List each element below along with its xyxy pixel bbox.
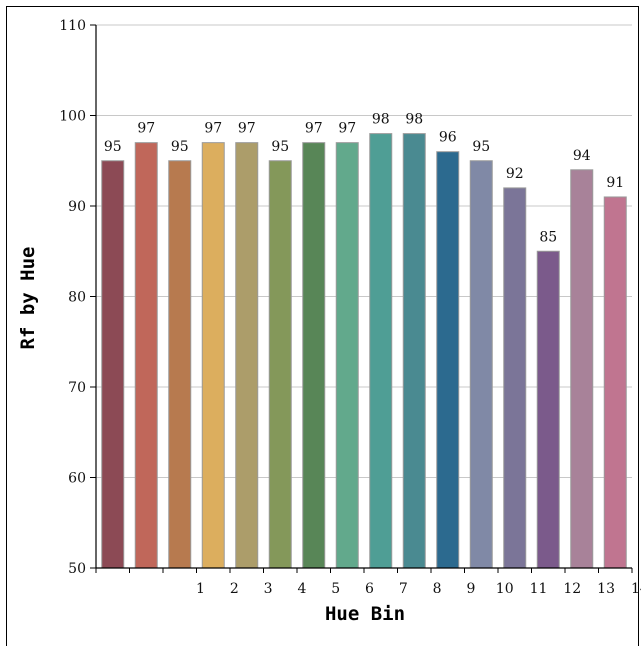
- bar-value-label: 91: [606, 175, 624, 191]
- bar: [570, 169, 594, 569]
- bars: [101, 133, 627, 569]
- x-tick-label: 13: [597, 581, 615, 597]
- bar-value-label: 95: [271, 139, 289, 155]
- bar: [469, 160, 493, 569]
- x-tick-label: 1: [196, 581, 205, 597]
- bar-value-label: 95: [104, 139, 122, 155]
- bar-value-label: 98: [372, 112, 390, 128]
- y-tick-label: 100: [59, 109, 86, 125]
- bar: [101, 160, 125, 569]
- y-axis-title: Rf by Hue: [17, 247, 39, 350]
- x-tick-label: 14: [631, 581, 641, 597]
- x-tick-label: 12: [563, 581, 581, 597]
- bar: [168, 160, 192, 569]
- bar-value-label: 97: [238, 121, 256, 137]
- bar: [201, 142, 225, 569]
- bar-value-label: 98: [405, 112, 423, 128]
- bar: [503, 187, 527, 569]
- x-tick-label: 6: [365, 581, 374, 597]
- bar: [436, 151, 460, 569]
- x-tick-label: 9: [466, 581, 475, 597]
- bar: [536, 250, 560, 569]
- bar: [134, 142, 158, 569]
- bar-value-label: 97: [204, 121, 222, 137]
- x-tick-label: 2: [230, 581, 239, 597]
- bar-value-label: 85: [539, 229, 557, 245]
- x-tick-label: 11: [530, 581, 548, 597]
- x-tick-label: 10: [496, 581, 514, 597]
- bar-value-label: 95: [171, 139, 189, 155]
- x-tick-label: 4: [297, 581, 306, 597]
- x-tick-label: 3: [264, 581, 273, 597]
- y-tick-label: 70: [68, 380, 86, 396]
- bar-value-label: 97: [338, 121, 356, 137]
- bar: [369, 133, 393, 569]
- bar-value-label: 95: [472, 139, 490, 155]
- bar-value-label: 92: [506, 166, 524, 182]
- bar: [402, 133, 426, 569]
- bar-value-label: 94: [573, 148, 591, 164]
- bar: [335, 142, 359, 569]
- x-axis-title: Hue Bin: [325, 603, 405, 625]
- y-tick-label: 110: [59, 18, 86, 34]
- bar-value-label: 97: [305, 121, 323, 137]
- bar-value-label: 96: [439, 130, 457, 146]
- bar: [302, 142, 326, 569]
- y-tick-label: 80: [68, 290, 86, 306]
- bar: [235, 142, 259, 569]
- y-tick-label: 60: [68, 471, 86, 487]
- bar-value-label: 97: [137, 121, 155, 137]
- y-tick-label: 90: [68, 199, 86, 215]
- x-tick-label: 8: [433, 581, 442, 597]
- y-tick-label: 50: [68, 561, 86, 577]
- x-tick-label: 5: [331, 581, 340, 597]
- chart-frame: [6, 6, 639, 646]
- x-tick-label: 7: [399, 581, 408, 597]
- bar: [603, 196, 627, 569]
- bar: [268, 160, 292, 569]
- axes: [90, 24, 633, 573]
